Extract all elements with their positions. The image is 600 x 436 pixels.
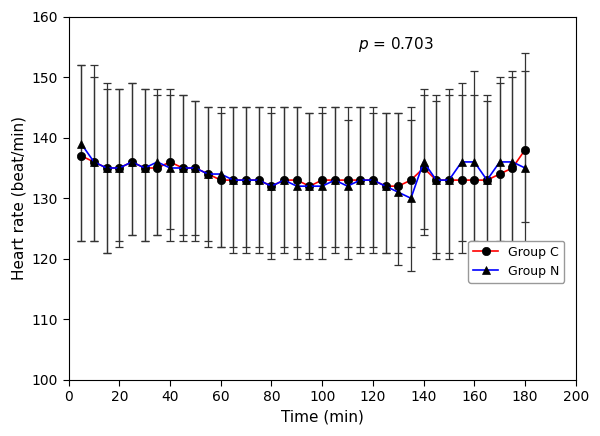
Group N [407, 196, 415, 201]
Group N [331, 177, 338, 183]
Group N [77, 141, 85, 146]
Group N [230, 177, 237, 183]
X-axis label: Time (min): Time (min) [281, 410, 364, 425]
Group C [471, 177, 478, 183]
Group N [445, 177, 452, 183]
Group N [471, 159, 478, 164]
Group C [331, 177, 338, 183]
Group C [293, 177, 301, 183]
Line: Group C: Group C [77, 146, 529, 191]
Group N [192, 165, 199, 170]
Group N [255, 177, 262, 183]
Group N [458, 159, 465, 164]
Group C [509, 165, 516, 170]
Group C [407, 177, 415, 183]
Group C [217, 177, 224, 183]
Group C [319, 177, 326, 183]
Group N [496, 159, 503, 164]
Group N [217, 171, 224, 177]
Group C [166, 159, 173, 164]
Group N [116, 165, 123, 170]
Group N [128, 159, 136, 164]
Group C [356, 177, 364, 183]
Group N [369, 177, 376, 183]
Y-axis label: Heart rate (beat/min): Heart rate (beat/min) [11, 116, 26, 280]
Group C [281, 177, 288, 183]
Group C [420, 165, 427, 170]
Group N [420, 159, 427, 164]
Group N [433, 177, 440, 183]
Group N [356, 177, 364, 183]
Group C [77, 153, 85, 159]
Group N [484, 177, 491, 183]
Group N [268, 184, 275, 189]
Group N [205, 171, 212, 177]
Group C [192, 165, 199, 170]
Group C [91, 159, 98, 164]
Group N [179, 165, 186, 170]
Group C [242, 177, 250, 183]
Group N [154, 159, 161, 164]
Group C [306, 184, 313, 189]
Group C [395, 184, 402, 189]
Group N [141, 165, 148, 170]
Group C [116, 165, 123, 170]
Group C [154, 165, 161, 170]
Group C [103, 165, 110, 170]
Group N [382, 184, 389, 189]
Group C [433, 177, 440, 183]
Group C [141, 165, 148, 170]
Legend: Group C, Group N: Group C, Group N [468, 241, 565, 283]
Group N [344, 184, 351, 189]
Group N [103, 165, 110, 170]
Group C [179, 165, 186, 170]
Group C [458, 177, 465, 183]
Group N [293, 184, 301, 189]
Group C [205, 171, 212, 177]
Group N [91, 159, 98, 164]
Group N [281, 177, 288, 183]
Group C [496, 171, 503, 177]
Line: Group N: Group N [77, 140, 529, 202]
Group C [128, 159, 136, 164]
Group N [306, 184, 313, 189]
Group N [509, 159, 516, 164]
Group C [369, 177, 376, 183]
Group C [445, 177, 452, 183]
Group C [382, 184, 389, 189]
Group C [230, 177, 237, 183]
Group N [395, 190, 402, 195]
Group C [344, 177, 351, 183]
Group C [268, 184, 275, 189]
Group N [166, 165, 173, 170]
Text: $p$ = 0.703: $p$ = 0.703 [358, 35, 433, 54]
Group N [521, 165, 529, 170]
Group C [255, 177, 262, 183]
Group N [319, 184, 326, 189]
Group C [521, 147, 529, 153]
Group C [484, 177, 491, 183]
Group N [242, 177, 250, 183]
